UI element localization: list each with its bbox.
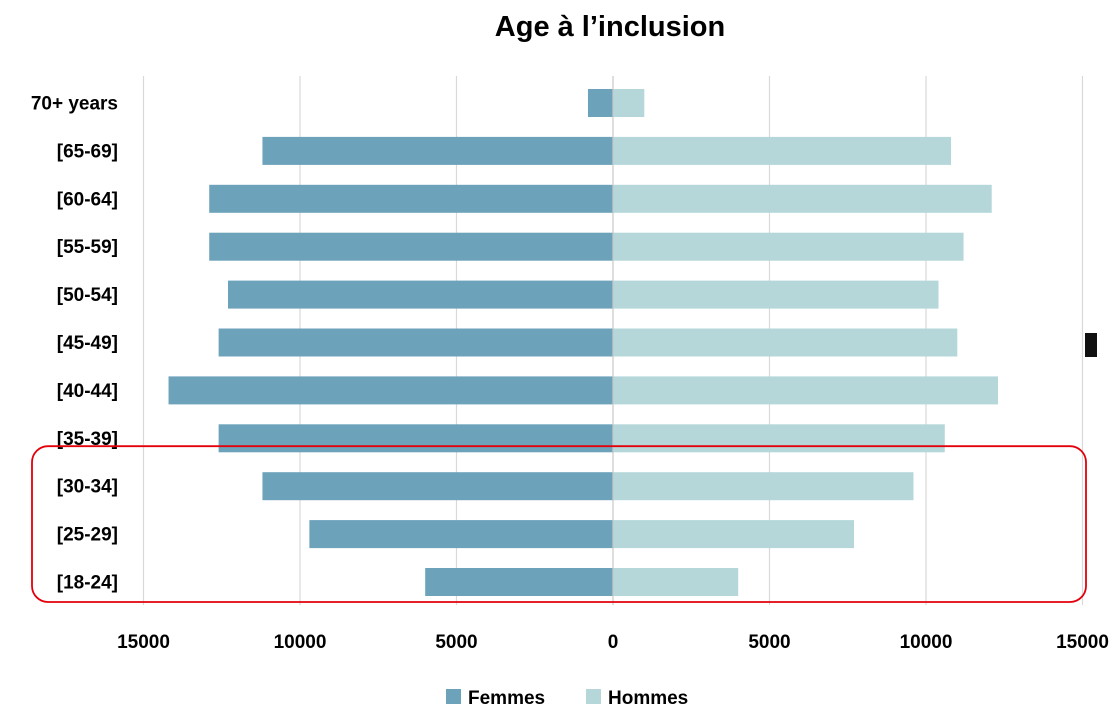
x-tick-label: 10000 bbox=[900, 632, 953, 653]
bar-hommes bbox=[613, 89, 645, 117]
category-label: [35-39] bbox=[57, 429, 118, 450]
bar-femmes bbox=[218, 424, 613, 453]
x-tick-label: 15000 bbox=[1056, 632, 1109, 653]
legend-label-hommes: Hommes bbox=[608, 688, 688, 709]
bar-femmes bbox=[309, 520, 613, 549]
bar-femmes bbox=[168, 376, 614, 405]
bar-femmes bbox=[209, 184, 614, 213]
bar-femmes bbox=[262, 136, 613, 165]
bar-hommes bbox=[613, 376, 998, 405]
bar-hommes bbox=[613, 232, 964, 261]
x-tick-labels: 15000 10000 5000 0 5000 10000 15000 bbox=[117, 632, 1109, 653]
bar-hommes bbox=[613, 280, 939, 309]
category-label: [50-54] bbox=[57, 285, 118, 306]
category-label: [25-29] bbox=[57, 525, 118, 546]
bar-femmes bbox=[218, 328, 613, 357]
bar-femmes bbox=[262, 472, 613, 501]
edge-marker bbox=[1085, 333, 1097, 357]
x-tick-label: 0 bbox=[608, 632, 619, 653]
bar-femmes bbox=[209, 232, 614, 261]
category-label: [45-49] bbox=[57, 333, 118, 354]
legend: Femmes Hommes bbox=[446, 688, 688, 709]
bar-hommes bbox=[613, 520, 855, 549]
category-label: [65-69] bbox=[57, 141, 118, 162]
x-tick-label: 10000 bbox=[274, 632, 327, 653]
bar-hommes bbox=[613, 472, 914, 501]
legend-label-femmes: Femmes bbox=[468, 688, 545, 709]
bar-femmes bbox=[587, 89, 613, 117]
x-tick-label: 5000 bbox=[748, 632, 790, 653]
legend-swatch-femmes bbox=[446, 689, 461, 704]
category-label: [18-24] bbox=[57, 573, 118, 594]
chart-title: Age à l’inclusion bbox=[495, 11, 725, 43]
category-label: [40-44] bbox=[57, 381, 118, 402]
category-label: 70+ years bbox=[31, 94, 118, 115]
bar-femmes bbox=[228, 280, 613, 309]
category-label: [30-34] bbox=[57, 477, 118, 498]
x-tick-label: 15000 bbox=[117, 632, 170, 653]
bar-hommes bbox=[613, 328, 958, 357]
category-label: [60-64] bbox=[57, 189, 118, 210]
bar-femmes bbox=[425, 568, 613, 596]
bar-hommes bbox=[613, 136, 952, 165]
bar-hommes bbox=[613, 184, 992, 213]
bar-hommes bbox=[613, 568, 739, 596]
category-labels: 70+ years [65-69] [60-64] [55-59] [50-54] [45… bbox=[31, 94, 118, 594]
highlight-box-layer bbox=[31, 445, 1087, 603]
x-tick-label: 5000 bbox=[435, 632, 477, 653]
legend-swatch-hommes bbox=[586, 689, 601, 704]
highlight-box bbox=[31, 445, 1087, 603]
bars bbox=[168, 89, 998, 596]
category-label: [55-59] bbox=[57, 237, 118, 258]
bar-hommes bbox=[613, 424, 945, 453]
